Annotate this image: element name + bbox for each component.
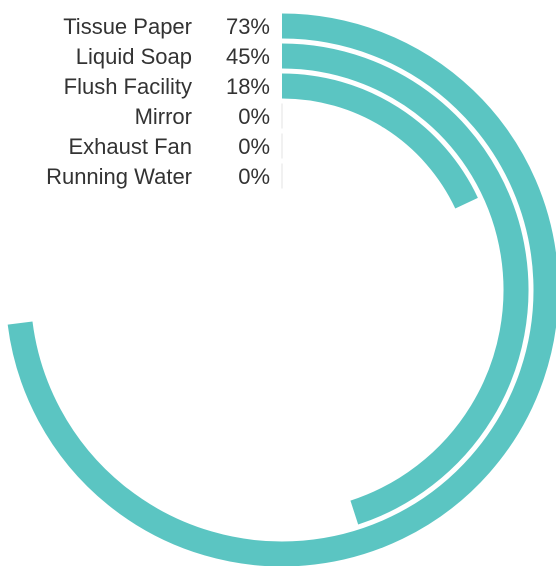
value-label-flush-facility: 18%	[226, 74, 270, 99]
bar-tissue-paper	[7, 13, 556, 566]
value-label-running-water: 0%	[238, 164, 270, 189]
bar-liquid-soap	[281, 43, 529, 525]
bar-flush-facility	[281, 73, 478, 209]
category-label-flush-facility: Flush Facility	[64, 74, 192, 99]
value-label-tissue-paper: 73%	[226, 14, 270, 39]
category-label-exhaust-fan: Exhaust Fan	[68, 134, 192, 159]
value-label-exhaust-fan: 0%	[238, 134, 270, 159]
labels-group: Tissue Paper 73% Liquid Soap 45% Flush Facil…	[46, 14, 270, 189]
category-label-tissue-paper: Tissue Paper	[63, 14, 192, 39]
category-label-liquid-soap: Liquid Soap	[76, 44, 192, 69]
value-label-mirror: 0%	[238, 104, 270, 129]
category-label-mirror: Mirror	[135, 104, 192, 129]
category-label-running-water: Running Water	[46, 164, 192, 189]
value-label-liquid-soap: 45%	[226, 44, 270, 69]
bars-group	[7, 13, 556, 566]
